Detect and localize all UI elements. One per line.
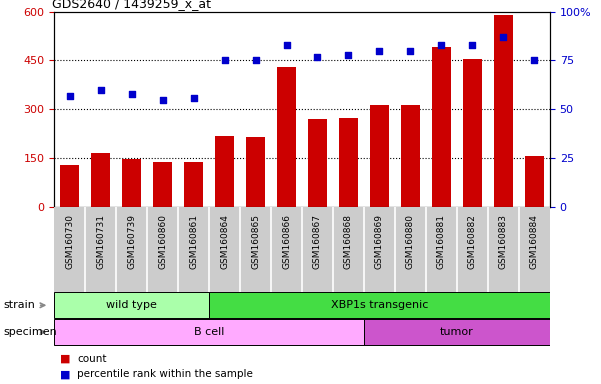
Bar: [91, 152, 110, 207]
Point: [65, 93, 75, 99]
Text: GSM160884: GSM160884: [530, 214, 539, 269]
Text: XBP1s transgenic: XBP1s transgenic: [331, 300, 428, 310]
Text: percentile rank within the sample: percentile rank within the sample: [77, 369, 253, 379]
Bar: [339, 118, 358, 207]
Point: [529, 57, 539, 63]
Point: [406, 48, 415, 54]
Bar: [432, 47, 451, 207]
Text: GSM160861: GSM160861: [189, 214, 198, 269]
Bar: [54, 319, 364, 345]
Point: [437, 42, 447, 48]
Point: [282, 42, 291, 48]
Bar: [153, 162, 172, 207]
Bar: [494, 15, 513, 207]
Text: ■: ■: [60, 369, 70, 379]
Text: ■: ■: [60, 354, 70, 364]
Point: [157, 96, 167, 103]
Bar: [401, 104, 419, 207]
Bar: [122, 159, 141, 207]
Text: GSM160731: GSM160731: [96, 214, 105, 269]
Text: GSM160869: GSM160869: [375, 214, 384, 269]
Text: B cell: B cell: [194, 327, 224, 337]
Bar: [60, 165, 79, 207]
Text: GDS2640 / 1439259_x_at: GDS2640 / 1439259_x_at: [52, 0, 210, 10]
Bar: [525, 156, 544, 207]
Text: GSM160866: GSM160866: [282, 214, 291, 269]
Bar: [463, 59, 482, 207]
Text: count: count: [77, 354, 106, 364]
Bar: [209, 292, 550, 318]
Text: wild type: wild type: [106, 300, 157, 310]
Text: GSM160883: GSM160883: [499, 214, 508, 269]
Point: [313, 53, 322, 60]
Bar: [370, 104, 389, 207]
Text: specimen: specimen: [3, 327, 56, 337]
Bar: [54, 292, 209, 318]
Point: [96, 87, 105, 93]
Point: [468, 42, 477, 48]
Bar: [364, 319, 550, 345]
Point: [251, 57, 260, 63]
Bar: [185, 162, 203, 207]
Text: tumor: tumor: [440, 327, 474, 337]
Text: GSM160867: GSM160867: [313, 214, 322, 269]
Bar: [215, 136, 234, 207]
Text: GSM160860: GSM160860: [158, 214, 167, 269]
Point: [344, 51, 353, 58]
Point: [499, 34, 508, 40]
Text: GSM160739: GSM160739: [127, 214, 136, 269]
Point: [220, 57, 230, 63]
Point: [374, 48, 384, 54]
Text: GSM160865: GSM160865: [251, 214, 260, 269]
Text: GSM160880: GSM160880: [406, 214, 415, 269]
Text: GSM160881: GSM160881: [437, 214, 446, 269]
Text: strain: strain: [3, 300, 35, 310]
Point: [127, 91, 136, 97]
Bar: [277, 67, 296, 207]
Point: [189, 94, 198, 101]
Text: GSM160730: GSM160730: [65, 214, 74, 269]
Text: GSM160882: GSM160882: [468, 214, 477, 269]
Bar: [246, 137, 265, 207]
Text: GSM160864: GSM160864: [220, 214, 229, 269]
Text: GSM160868: GSM160868: [344, 214, 353, 269]
Bar: [308, 119, 327, 207]
